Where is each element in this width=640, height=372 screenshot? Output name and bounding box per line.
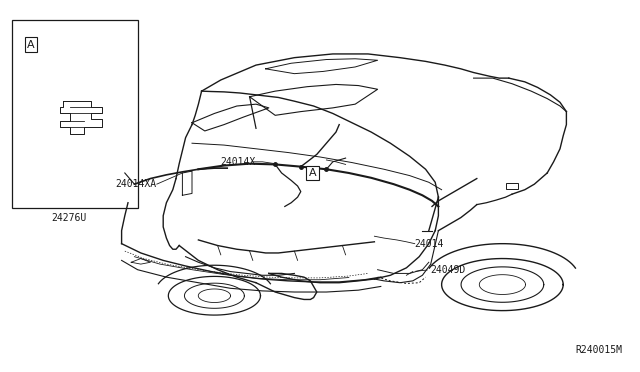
Text: R240015M: R240015M: [575, 345, 622, 355]
Text: 24014: 24014: [415, 239, 444, 248]
Bar: [506, 183, 518, 189]
Text: 24014XA: 24014XA: [115, 179, 156, 189]
Text: 24049D: 24049D: [430, 265, 465, 275]
Text: 24276U: 24276U: [51, 213, 87, 222]
Bar: [12, 20, 138, 208]
Text: A: A: [27, 40, 35, 49]
Text: 24014X: 24014X: [221, 157, 256, 167]
Text: A: A: [308, 168, 316, 178]
